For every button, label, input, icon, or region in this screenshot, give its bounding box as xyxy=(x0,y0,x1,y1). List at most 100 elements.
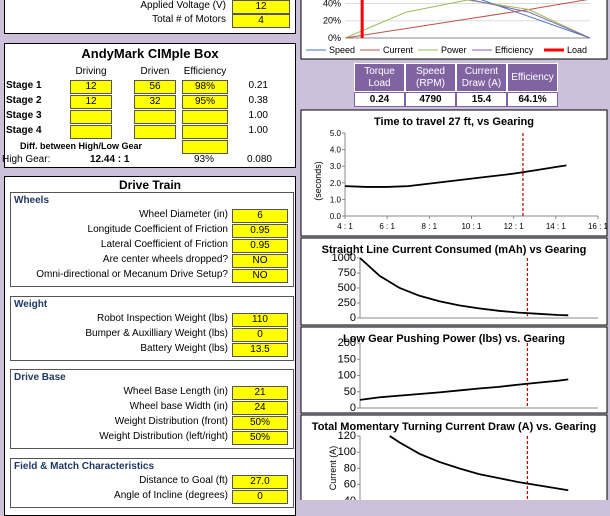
input-cell: 0 xyxy=(232,328,288,342)
y-tick-label: 50 xyxy=(344,386,356,398)
series-line xyxy=(345,0,588,38)
y-tick-label: 120 xyxy=(338,430,356,442)
input-cell: 12 xyxy=(232,0,290,14)
curve xyxy=(344,164,567,188)
input-cell: 27.0 xyxy=(232,475,288,489)
input-cell: 4 xyxy=(232,14,290,28)
input-cell xyxy=(134,110,176,124)
input-cell: 98% xyxy=(182,80,228,94)
section-title: Field & Match Characteristics xyxy=(14,461,155,472)
chart-panel xyxy=(300,326,608,414)
legend-label: Speed xyxy=(329,45,355,55)
field-label: Lateral Coefficient of Friction xyxy=(100,239,228,250)
field-label: Applied Voltage (V) xyxy=(140,0,226,11)
series-line xyxy=(469,0,590,38)
input-cell xyxy=(70,125,112,139)
field-label: Wheel Diameter (in) xyxy=(139,209,228,220)
column-header: Driven xyxy=(140,66,170,77)
y-tick-label: 0 xyxy=(350,312,356,324)
high-gear-efficiency: 93% xyxy=(193,154,214,165)
x-tick-label: 6 : 1 xyxy=(379,222,395,231)
y-tick-label: 1000 xyxy=(332,252,356,264)
x-tick-label: 16 : 1 xyxy=(588,222,609,231)
chart-title: Total Momentary Turning Current Draw (A)… xyxy=(312,421,596,433)
column-header: Efficiency xyxy=(183,66,227,77)
input-cell xyxy=(182,125,228,139)
output-header: Speed (RPM) xyxy=(405,63,456,92)
y-axis-label: (seconds) xyxy=(313,161,323,201)
input-cell xyxy=(182,140,228,154)
field-label: Angle of Incline (degrees) xyxy=(114,490,228,501)
input-cell: 0.95 xyxy=(232,239,288,253)
charts: 0% 20% 40% Speed Current Power Efficiency Load T… xyxy=(300,0,609,500)
x-tick-label: 10 : 1 xyxy=(461,222,482,231)
y-tick-label: 100 xyxy=(338,370,356,382)
high-gear-label: High Gear: xyxy=(2,154,51,165)
field-label: Omni-directional or Mecanum Drive Setup? xyxy=(36,269,228,280)
input-cell: NO xyxy=(232,254,288,268)
input-cell: 12 xyxy=(70,95,112,109)
legend-label: Power xyxy=(441,45,467,55)
input-cell: 0.95 xyxy=(232,224,288,238)
y-tick-label: 1.0 xyxy=(330,195,342,204)
y-tick-label: 80 xyxy=(344,462,356,474)
series-line xyxy=(480,0,590,38)
gearbox-title: AndyMark CIMple Box xyxy=(81,46,219,61)
legend-label: Efficiency xyxy=(495,45,534,55)
stage-ratio: 0.21 xyxy=(248,80,268,91)
field-label: Longitude Coefficient of Friction xyxy=(87,224,228,235)
curve xyxy=(359,378,569,401)
y-tick-label: 5.0 xyxy=(330,129,342,138)
input-cell: 12 xyxy=(70,80,112,94)
y-tick-label: 200 xyxy=(338,337,356,349)
input-cell: 50% xyxy=(232,416,288,430)
stage-label: Stage 4 xyxy=(6,125,42,136)
curve xyxy=(359,257,569,317)
section-title: Wheels xyxy=(14,195,50,206)
y-tick-label: 2.0 xyxy=(330,179,342,188)
field-label: Distance to Goal (ft) xyxy=(139,475,228,486)
input-cell: 32 xyxy=(134,95,176,109)
chart-panel xyxy=(300,414,608,500)
chart-title: Straight Line Current Consumed (mAh) vs … xyxy=(322,244,587,256)
diff-label: Diff. between High/Low Gear xyxy=(20,141,143,151)
x-tick-label: 4 : 1 xyxy=(337,222,353,231)
field-label: Battery Weight (lbs) xyxy=(140,343,228,354)
output-value: 0.24 xyxy=(354,92,405,107)
stage-ratio: 1.00 xyxy=(248,110,268,121)
stage-ratio: 1.00 xyxy=(248,125,268,136)
y-tick-label: 250 xyxy=(338,297,356,309)
output-value: 15.4 xyxy=(456,92,507,107)
output-header: Current Draw (A) xyxy=(456,63,507,92)
output-value: 4790 xyxy=(405,92,456,107)
field-label: Wheel Base Length (in) xyxy=(123,386,228,397)
y-tick-label: 40 xyxy=(344,495,356,500)
input-cell: 13.5 xyxy=(232,343,288,357)
legend-label: Current xyxy=(383,45,414,55)
stage-label: Stage 2 xyxy=(6,95,42,106)
curve xyxy=(389,435,569,492)
series-line xyxy=(345,0,590,38)
high-gear-ratio: 12.44 : 1 xyxy=(90,154,130,165)
input-cell: 21 xyxy=(232,386,288,400)
y-tick-label: 40% xyxy=(323,0,341,8)
field-label: Bumper & Auxilliary Weight (lbs) xyxy=(85,328,228,339)
input-cell: 56 xyxy=(134,80,176,94)
x-tick-label: 12 : 1 xyxy=(504,222,525,231)
input-cell: 110 xyxy=(232,313,288,327)
field-label: Robot Inspection Weight (lbs) xyxy=(97,313,228,324)
y-tick-label: 4.0 xyxy=(330,146,342,155)
section-title: Weight xyxy=(14,299,48,310)
field-label: Weight Distribution (front) xyxy=(114,416,228,427)
section-title: Drive Base xyxy=(14,372,66,383)
field-label: Weight Distribution (left/right) xyxy=(99,431,228,442)
y-tick-label: 0.0 xyxy=(330,212,342,221)
input-cell xyxy=(70,110,112,124)
chart-panel xyxy=(300,237,608,326)
input-cell: 95% xyxy=(182,95,228,109)
y-axis-label: Current (A) xyxy=(328,446,338,491)
input-cell: NO xyxy=(232,269,288,283)
stage-label: Stage 3 xyxy=(6,110,42,121)
y-tick-label: 0 xyxy=(350,402,356,414)
high-gear-value: 0.080 xyxy=(246,154,272,165)
